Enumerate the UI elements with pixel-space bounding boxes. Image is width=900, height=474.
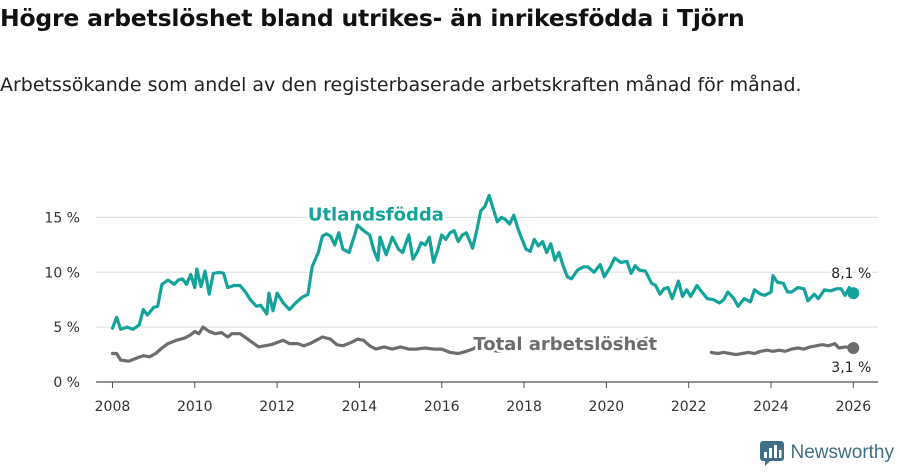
x-tick-label: 2022 <box>671 399 707 415</box>
y-tick-label: 15 % <box>44 210 80 226</box>
x-tick-label: 2016 <box>424 399 460 415</box>
x-tick-label: 2008 <box>95 399 131 415</box>
y-tick-label: 10 % <box>44 265 80 281</box>
series-line-total-2 <box>619 336 654 343</box>
x-tick-label: 2012 <box>259 399 295 415</box>
x-tick-label: 2020 <box>589 399 625 415</box>
x-tick-label: 2014 <box>342 399 378 415</box>
utlandsfodda-end-label: 8,1 % <box>831 266 871 282</box>
series-label-total: Total arbetslöshet <box>473 334 657 355</box>
series-line-utlandsfodda <box>110 193 855 331</box>
brand-name: Newsworthy <box>790 442 894 463</box>
total-endpoint <box>847 341 860 354</box>
y-tick-label: 5 % <box>53 320 80 336</box>
y-tick-label: 0 % <box>53 375 80 391</box>
chart-subtitle: Arbetssökande som andel av den registerb… <box>0 74 802 96</box>
newsworthy-icon <box>759 441 784 466</box>
total-end-label: 3,1 % <box>831 360 871 376</box>
series-line-total-3 <box>709 342 855 357</box>
series-label-utlandsfodda: Utlandsfödda <box>308 205 444 226</box>
x-tick-label: 2026 <box>835 399 871 415</box>
chart-title: Högre arbetslöshet bland utrikes- än inr… <box>0 4 745 32</box>
x-tick-label: 2010 <box>177 399 213 415</box>
brand-logo: Newsworthy <box>759 440 894 466</box>
utlandsfodda-endpoint <box>847 287 860 300</box>
series-line-total-1 <box>110 325 510 363</box>
x-tick-label: 2024 <box>753 399 789 415</box>
x-tick-label: 2018 <box>506 399 542 415</box>
